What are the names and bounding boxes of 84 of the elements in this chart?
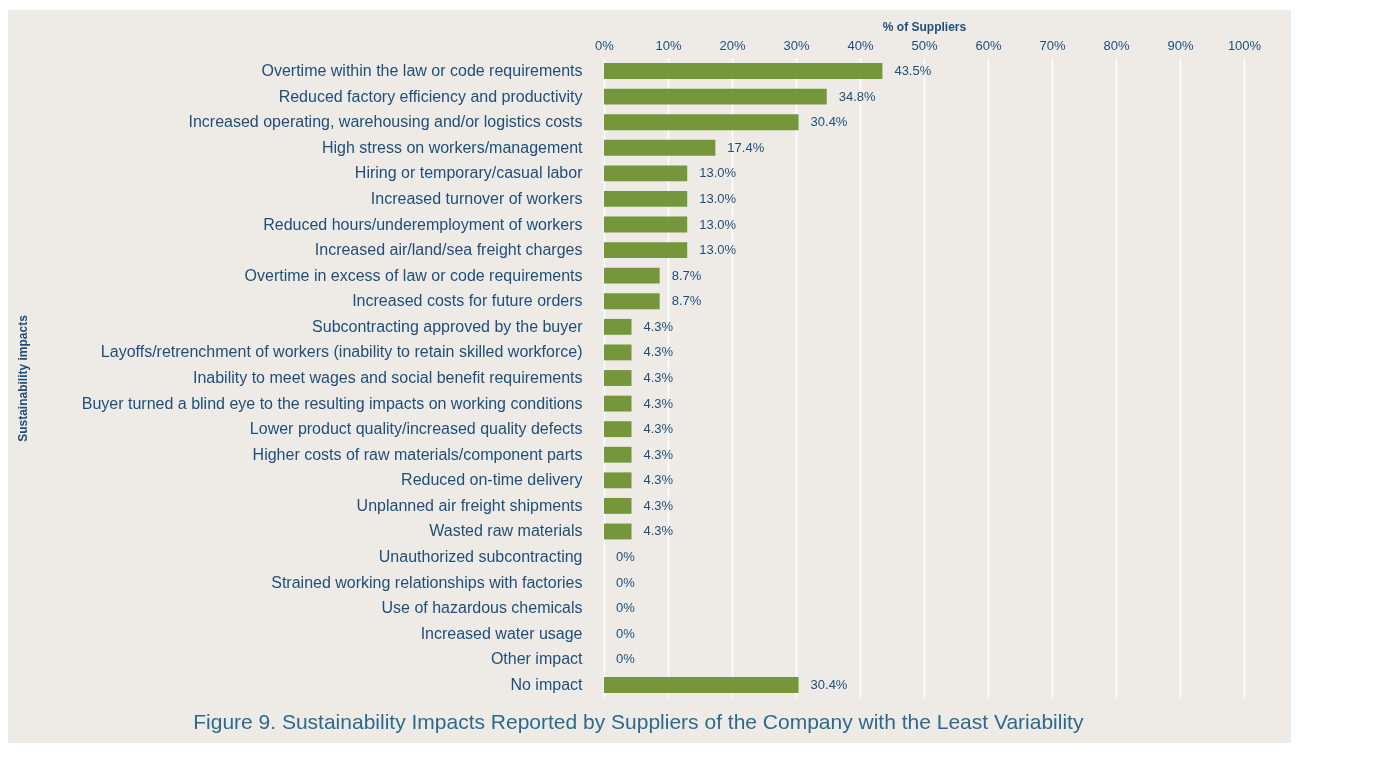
- data-label: 43.5%: [894, 63, 932, 79]
- y-tick-label: Unplanned air freight shipments: [356, 496, 583, 514]
- x-tick-label: 100%: [1227, 37, 1262, 53]
- x-axis-title: % of Suppliers: [882, 19, 967, 34]
- bar: [604, 344, 632, 361]
- y-tick-label: Other impact: [490, 650, 584, 668]
- y-tick-label: Increased air/land/sea freight charges: [314, 241, 583, 259]
- x-tick-label: 80%: [1103, 37, 1130, 53]
- bar: [604, 523, 632, 540]
- data-label: 0%: [616, 549, 636, 565]
- bar: [604, 395, 632, 412]
- data-label: 0%: [616, 651, 636, 667]
- data-label: 30.4%: [810, 114, 848, 130]
- y-tick-label: Increased operating, warehousing and/or logistics costs: [188, 113, 583, 131]
- data-label: 17.4%: [727, 139, 765, 155]
- y-tick-label: Strained working relationships with factories: [271, 573, 583, 591]
- x-tick-label: 10%: [655, 37, 682, 53]
- y-tick-label: Layoffs/retrenchment of workers (inability to retain skilled workforce): [100, 343, 583, 361]
- x-tick-label: 90%: [1167, 37, 1194, 53]
- data-label: 0%: [616, 600, 636, 616]
- bar: [604, 88, 827, 105]
- y-tick-label: Use of hazardous chemicals: [381, 599, 583, 617]
- y-tick-label: No impact: [510, 675, 584, 693]
- data-label: 4.3%: [643, 421, 674, 437]
- y-tick-label: Inability to meet wages and social benefit requirements: [192, 369, 583, 386]
- bar: [604, 114, 799, 131]
- x-tick-label: 70%: [1039, 37, 1066, 53]
- y-tick-label: Lower product quality/increased quality defects: [249, 420, 583, 438]
- data-label: 4.3%: [643, 318, 674, 334]
- data-label: 13.0%: [699, 165, 737, 181]
- data-label: 13.0%: [699, 216, 737, 232]
- y-tick-label: Unauthorized subcontracting: [378, 548, 583, 566]
- x-tick-label: 0%: [595, 37, 615, 53]
- data-label: 34.8%: [838, 88, 877, 104]
- data-label: 4.3%: [643, 370, 674, 385]
- y-tick-label: Higher costs of raw materials/component parts: [252, 445, 583, 463]
- text: Figure 9. Sustainability Impacts Reported by Suppliers of the Company with the Least Variability: [193, 710, 1084, 733]
- y-tick-label: Reduced on-time delivery: [401, 471, 583, 489]
- bar: [604, 446, 632, 463]
- y-tick-label: Reduced hours/underemployment of workers: [263, 215, 583, 233]
- y-tick-label: Increased water usage: [420, 624, 583, 642]
- data-label: 4.3%: [643, 472, 674, 488]
- bar: [604, 421, 632, 438]
- bar: [604, 139, 716, 156]
- bar: [604, 267, 660, 284]
- y-tick-label: Reduced factory efficiency and productivity: [278, 87, 583, 105]
- y-tick-label: Buyer turned a blind eye to the resulting impacts on working conditions: [81, 394, 583, 412]
- bar: [604, 63, 883, 79]
- bar: [604, 497, 632, 514]
- data-label: 4.3%: [643, 344, 674, 360]
- data-label: 4.3%: [643, 446, 674, 462]
- bar: [604, 293, 660, 310]
- y-tick-label: Overtime within the law or code requirements: [261, 62, 583, 80]
- y-axis-title: Sustainability impacts: [15, 314, 30, 442]
- data-label: 13.0%: [699, 190, 737, 206]
- data-label: 30.4%: [810, 676, 848, 692]
- bar: [604, 472, 632, 489]
- x-tick-label: 60%: [975, 37, 1002, 53]
- data-label: 0%: [616, 625, 636, 641]
- data-label: 0%: [616, 574, 636, 590]
- bar: [604, 242, 688, 259]
- data-label: 8.7%: [671, 267, 702, 283]
- y-tick-label: Wasted raw materials: [429, 522, 583, 540]
- data-label: 4.3%: [643, 523, 674, 539]
- bar: [604, 677, 799, 693]
- x-tick-label: 40%: [847, 37, 874, 53]
- data-label: 4.3%: [643, 497, 674, 513]
- y-tick-label: Hiring or temporary/casual labor: [354, 164, 584, 182]
- bar: [604, 191, 688, 207]
- bar: [604, 165, 688, 182]
- bar: [604, 216, 688, 233]
- data-label: 13.0%: [699, 242, 737, 258]
- bar: [604, 370, 632, 386]
- y-tick-label: Increased costs for future orders: [352, 292, 583, 310]
- x-tick-label: 30%: [783, 37, 810, 53]
- y-tick-label: Subcontracting approved by the buyer: [312, 317, 584, 335]
- data-label: 4.3%: [643, 395, 674, 411]
- y-tick-label: High stress on workers/management: [321, 138, 584, 156]
- bar: [604, 318, 632, 335]
- x-tick-label: 20%: [719, 37, 746, 53]
- x-tick-label: 50%: [911, 37, 938, 53]
- y-tick-label: Overtime in excess of law or code requirements: [244, 266, 583, 284]
- y-tick-label: Increased turnover of workers: [370, 189, 583, 207]
- data-label: 8.7%: [671, 293, 702, 309]
